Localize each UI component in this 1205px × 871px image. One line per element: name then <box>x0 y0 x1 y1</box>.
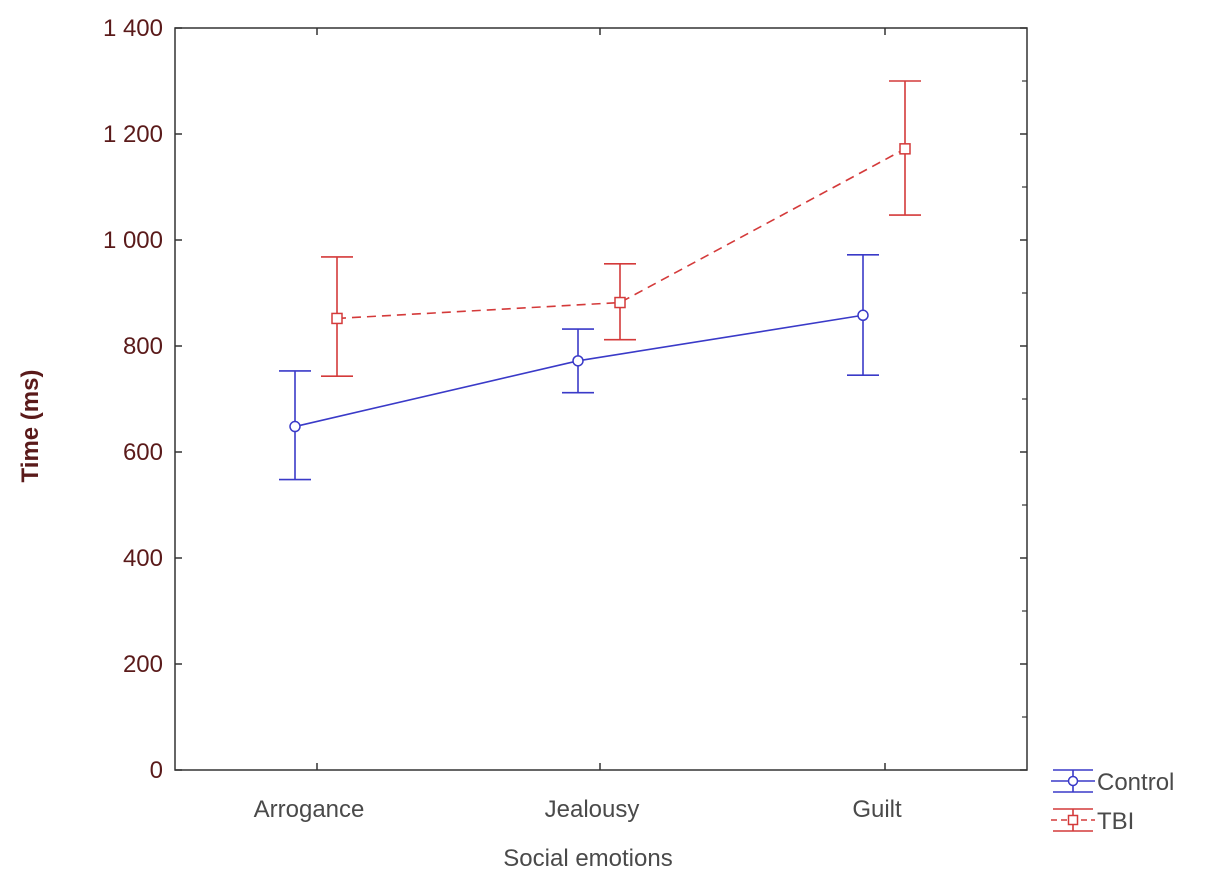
series-tbi <box>321 80 921 378</box>
legend-item-control: Control <box>1051 769 1174 796</box>
plot-border <box>174 27 1028 771</box>
x-axis: Arrogance Jealousy Guilt <box>254 28 902 823</box>
y-tick-label: 1 200 <box>103 121 163 148</box>
x-axis-title: Social emotions <box>503 845 672 871</box>
data-point <box>331 312 343 325</box>
y-tick-label: 0 <box>150 757 163 784</box>
data-point <box>857 309 869 322</box>
legend-label: TBI <box>1097 808 1134 835</box>
legend-marker <box>1067 775 1079 787</box>
y-tick-label: 400 <box>123 545 163 572</box>
series-line <box>294 314 864 428</box>
x-tick-label: Guilt <box>852 796 902 823</box>
y-tick-label: 1 000 <box>103 227 163 254</box>
y-axis-title: Time (ms) <box>17 370 44 483</box>
data-point <box>289 420 301 433</box>
legend-label: Control <box>1097 769 1174 796</box>
data-point <box>614 296 626 309</box>
legend: Control TBI <box>1051 769 1174 835</box>
series-line <box>336 148 906 320</box>
y-tick-label: 600 <box>123 439 163 466</box>
y-tick-label: 1 400 <box>103 15 163 42</box>
y-axis: 0 200 400 600 800 1 000 1 200 1 400 <box>103 15 1027 784</box>
x-tick-label: Arrogance <box>254 796 365 823</box>
data-point <box>899 143 911 155</box>
x-tick-label: Jealousy <box>545 796 640 823</box>
plot-frame <box>174 27 1028 771</box>
series-control <box>279 254 879 481</box>
y-tick-label: 800 <box>123 333 163 360</box>
legend-marker <box>1067 814 1079 826</box>
series-layer <box>279 80 921 481</box>
y-tick-label: 200 <box>123 651 163 678</box>
legend-item-tbi: TBI <box>1051 808 1134 835</box>
data-point <box>572 355 584 367</box>
